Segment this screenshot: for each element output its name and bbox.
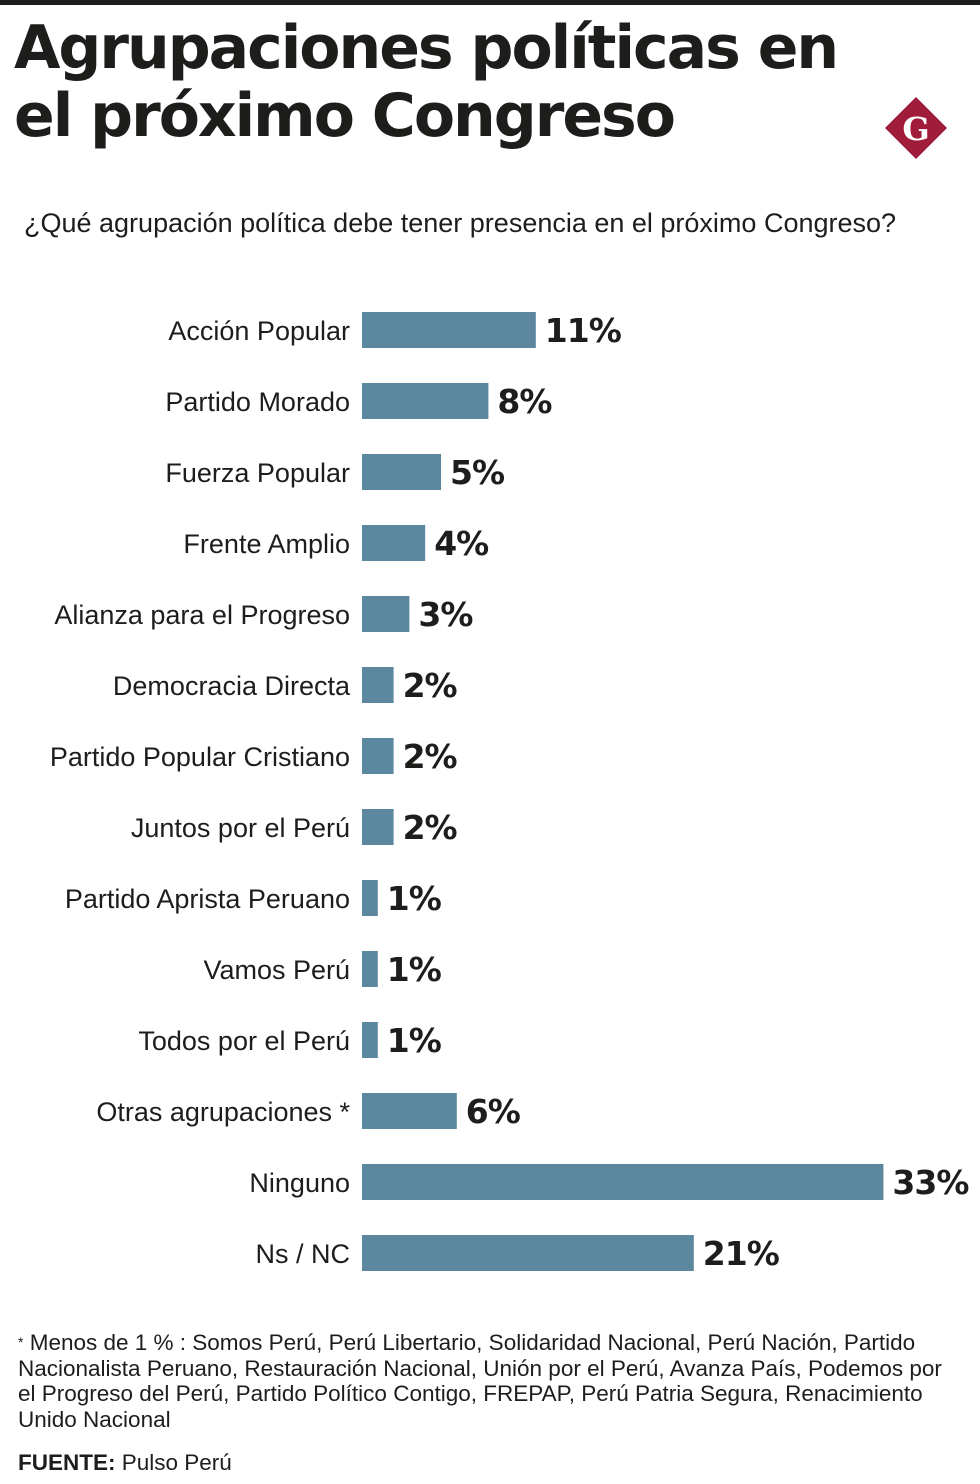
bar bbox=[362, 1164, 884, 1200]
category-label: Ninguno bbox=[249, 1168, 350, 1198]
bar bbox=[362, 809, 394, 845]
bar bbox=[362, 312, 536, 348]
value-label: 8% bbox=[497, 382, 552, 421]
value-label: 21% bbox=[703, 1234, 780, 1273]
value-label: 1% bbox=[387, 1021, 442, 1060]
value-label: 11% bbox=[545, 311, 622, 350]
source-text: Pulso Perú bbox=[115, 1450, 232, 1475]
bar bbox=[362, 383, 489, 419]
bar bbox=[362, 454, 441, 490]
bar bbox=[362, 1235, 694, 1271]
value-label: 2% bbox=[403, 737, 458, 776]
category-label: Otras agrupaciones * bbox=[96, 1097, 350, 1127]
value-label: 4% bbox=[434, 524, 489, 563]
chart-title: Agrupaciones políticas en el próximo Con… bbox=[14, 13, 839, 151]
bar bbox=[362, 667, 394, 703]
value-label: 33% bbox=[892, 1163, 969, 1202]
bar bbox=[362, 525, 426, 561]
value-label: 3% bbox=[418, 595, 473, 634]
bar bbox=[362, 738, 394, 774]
value-label: 5% bbox=[450, 453, 505, 492]
value-label: 2% bbox=[403, 666, 458, 705]
footnote-text: Menos de 1 % : Somos Perú, Perú Libertar… bbox=[18, 1330, 942, 1432]
source-line: FUENTE: Pulso Perú bbox=[18, 1449, 232, 1477]
bar-chart: Acción Popular 11% Partido Morado 8% Fuerza … bbox=[50, 311, 970, 1273]
bar bbox=[362, 1022, 378, 1058]
category-label: Partido Morado bbox=[165, 387, 350, 417]
top-rule bbox=[0, 0, 980, 5]
footnote-marker: * bbox=[18, 1334, 24, 1350]
bar bbox=[362, 951, 378, 987]
category-label: Partido Popular Cristiano bbox=[50, 742, 350, 772]
source-label: FUENTE: bbox=[18, 1450, 116, 1475]
category-label: Vamos Perú bbox=[203, 955, 350, 985]
category-label: Frente Amplio bbox=[183, 529, 350, 559]
footnote: * Menos de 1 % : Somos Perú, Perú Libert… bbox=[18, 1330, 948, 1432]
bar bbox=[362, 596, 410, 632]
category-label: Juntos por el Perú bbox=[131, 813, 350, 843]
category-label: Alianza para el Progreso bbox=[54, 600, 350, 630]
logo-letter: G bbox=[902, 110, 929, 148]
logo-diamond bbox=[885, 97, 947, 159]
category-label: Todos por el Perú bbox=[138, 1026, 350, 1056]
category-label: Democracia Directa bbox=[113, 671, 351, 701]
category-label: Fuerza Popular bbox=[165, 458, 350, 488]
category-label: Ns / NC bbox=[256, 1239, 351, 1269]
chart-subtitle: ¿Qué agrupación política debe tener pres… bbox=[24, 208, 897, 238]
category-label: Acción Popular bbox=[168, 316, 350, 346]
value-label: 1% bbox=[387, 879, 442, 918]
bar bbox=[362, 1093, 457, 1129]
brand-logo: G bbox=[885, 97, 947, 159]
value-label: 2% bbox=[403, 808, 458, 847]
value-label: 6% bbox=[466, 1092, 521, 1131]
bar bbox=[362, 880, 378, 916]
category-label: Partido Aprista Peruano bbox=[65, 884, 350, 914]
value-label: 1% bbox=[387, 950, 442, 989]
